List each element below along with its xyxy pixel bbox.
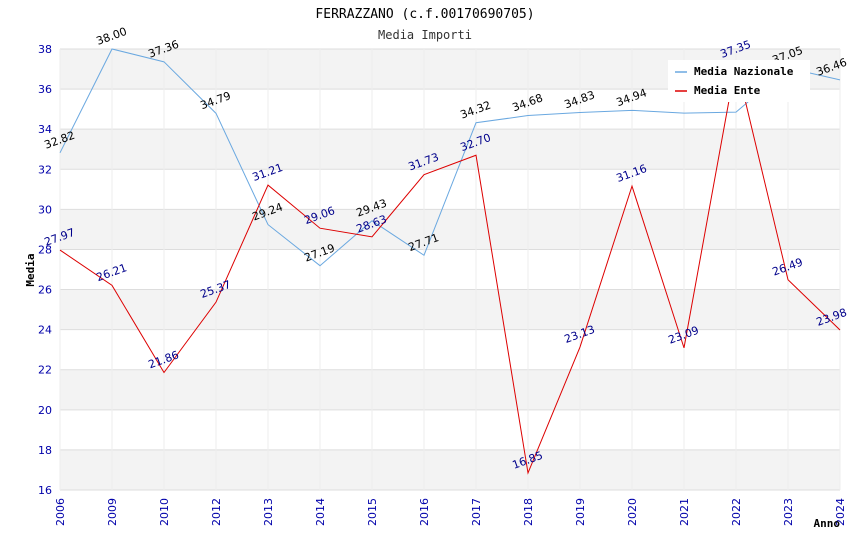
chart-title: FERRAZZANO (c.f.00170690705)	[315, 7, 534, 22]
x-tick-label: 2018	[522, 498, 535, 526]
x-tick-label: 2009	[106, 498, 119, 526]
grid-band	[60, 449, 840, 490]
x-tick-label: 2020	[626, 498, 639, 526]
x-tick-label: 2023	[782, 498, 795, 526]
x-tick-label: 2022	[730, 498, 743, 526]
grid-lines	[59, 48, 841, 491]
x-tick-label: 2014	[314, 498, 327, 526]
data-label: 38.00	[95, 25, 129, 48]
x-tick-label: 2017	[470, 498, 483, 526]
grid-bands	[60, 49, 840, 490]
legend-background	[668, 60, 810, 102]
y-tick-label: 18	[38, 444, 52, 457]
x-tick-label: 2016	[418, 498, 431, 526]
x-tick-label: 2013	[262, 498, 275, 526]
y-tick-label: 36	[38, 83, 52, 96]
x-tick-label: 2019	[574, 498, 587, 526]
x-axis-label: Anno	[814, 517, 841, 530]
y-tick-label: 34	[38, 123, 52, 136]
y-tick-label: 38	[38, 43, 52, 56]
y-tick-label: 20	[38, 404, 52, 417]
series-line-ente	[59, 61, 841, 475]
x-tick-label: 2015	[366, 498, 379, 526]
y-tick-label: 30	[38, 203, 52, 216]
legend-label-nazionale: Media Nazionale	[694, 65, 794, 78]
grid-band	[60, 289, 840, 330]
y-tick-label: 32	[38, 163, 52, 176]
grid-band	[60, 209, 840, 250]
series-lines	[59, 48, 841, 475]
x-axis-ticks: 2006 2009 2010 2012 2013 2014 2015 2016 2017 2018…	[54, 498, 847, 526]
y-axis-label: Media	[24, 253, 37, 286]
y-tick-label: 24	[38, 324, 52, 337]
grid-band	[60, 369, 840, 410]
x-tick-label: 2012	[210, 498, 223, 526]
legend-label-ente: Media Ente	[694, 84, 761, 97]
x-tick-label: 2010	[158, 498, 171, 526]
y-tick-label: 16	[38, 484, 52, 497]
grid-band	[60, 129, 840, 170]
x-tick-label: 2024	[834, 498, 847, 526]
y-tick-label: 22	[38, 364, 52, 377]
x-tick-label: 2006	[54, 498, 67, 526]
y-tick-label: 26	[38, 284, 52, 297]
legend: Media Nazionale Media Ente	[668, 60, 810, 102]
x-tick-label: 2021	[678, 498, 691, 526]
series-line-nazionale	[59, 48, 841, 267]
y-axis-ticks: 16 18 20 22 24 26 28 30 32 34 36 38	[38, 43, 52, 497]
y-tick-label: 28	[38, 243, 52, 256]
chart-subtitle: Media Importi	[378, 28, 472, 42]
